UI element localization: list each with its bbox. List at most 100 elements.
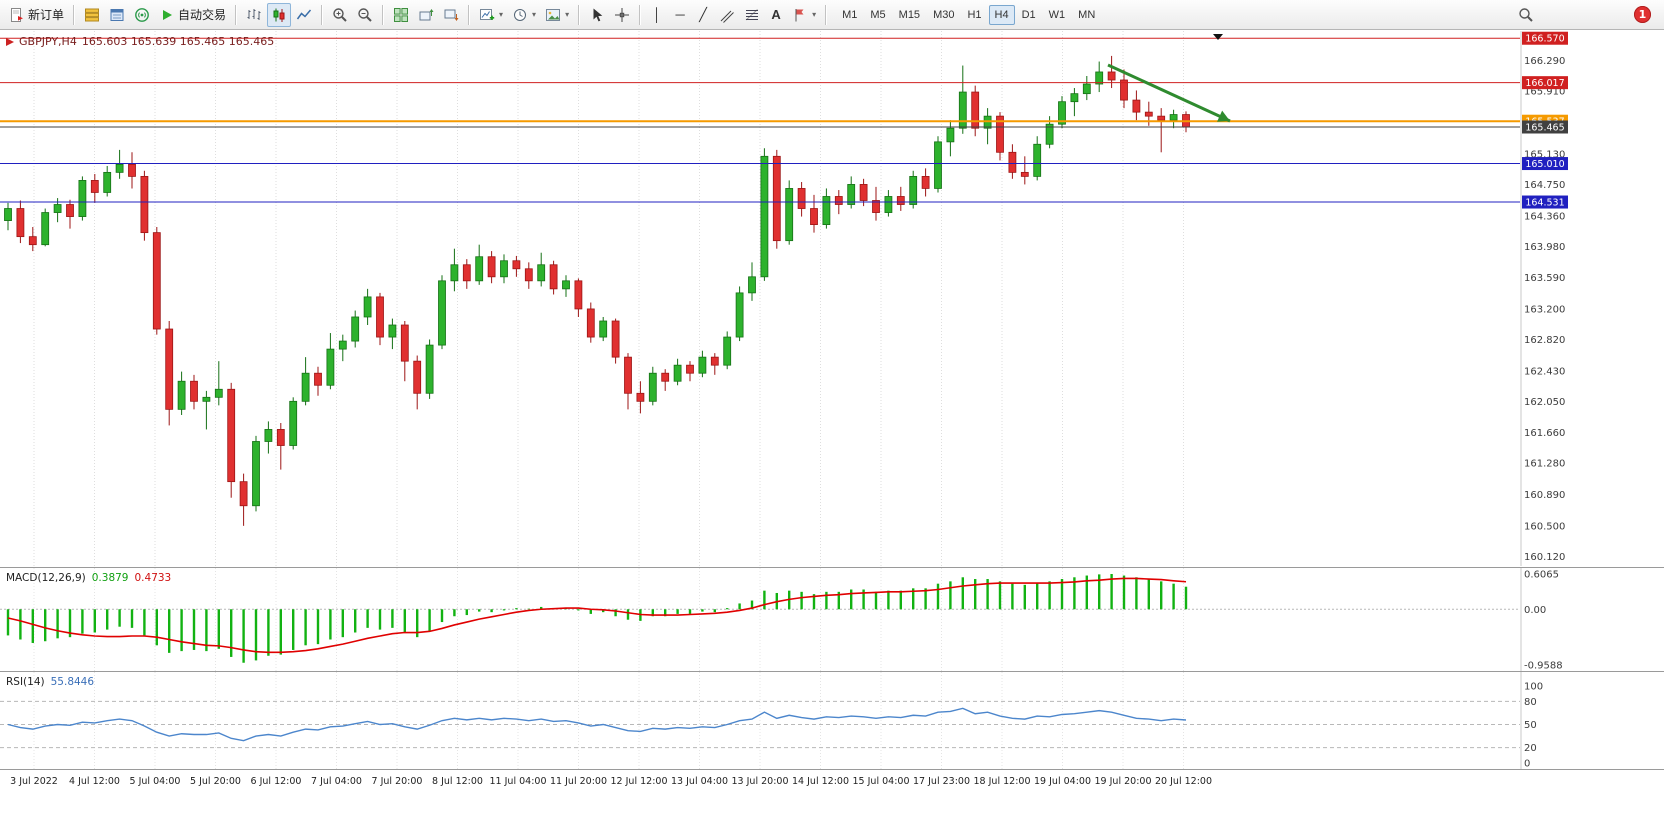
chart-symbol-period: GBPJPY,H4 — [19, 35, 77, 48]
rsi-panel[interactable]: 100 80 50 20 0 — [0, 671, 1664, 770]
time-axis[interactable]: 3 Jul 2022 4 Jul 12:00 5 Jul 04:00 5 Jul 20… — [0, 769, 1664, 796]
trendline-tool-button[interactable]: ╱ — [692, 3, 714, 27]
svg-text:162.820: 162.820 — [1524, 335, 1565, 346]
data-window-button[interactable] — [105, 3, 129, 27]
timeframe-button-w1[interactable]: W1 — [1043, 5, 1072, 25]
dropdown-arrow-icon: ▾ — [532, 10, 537, 19]
svg-text:166.290: 166.290 — [1524, 56, 1565, 67]
periods-button[interactable]: ▾ — [508, 3, 540, 27]
dropdown-arrow-icon: ▾ — [565, 10, 570, 19]
notification-badge[interactable]: 1 — [1634, 6, 1651, 23]
price-level-label — [1522, 195, 1568, 209]
auto-arrange-button[interactable] — [414, 3, 438, 27]
market-watch-icon — [85, 8, 100, 22]
search-button[interactable] — [1514, 3, 1538, 27]
new-chart-icon — [480, 8, 495, 20]
new-order-button[interactable]: 新订单 — [5, 3, 68, 27]
rsi-plot[interactable]: 100 80 50 20 0 — [0, 672, 1664, 770]
templates-button[interactable]: ▾ — [541, 3, 573, 27]
trend-arrow-annotation — [1107, 63, 1231, 123]
symbol-marker-icon — [6, 37, 14, 46]
bar-chart-icon — [247, 8, 261, 20]
time-axis-label: 15 Jul 04:00 — [852, 776, 910, 787]
svg-text:0: 0 — [1524, 759, 1530, 770]
dropdown-arrow-icon: ▾ — [499, 10, 504, 19]
vertical-line-tool-button[interactable]: │ — [646, 3, 668, 27]
clock-icon — [514, 8, 527, 21]
time-axis-label: 14 Jul 12:00 — [792, 776, 849, 787]
svg-text:0.00: 0.00 — [1524, 605, 1546, 616]
price-level-label — [1522, 157, 1568, 171]
macd-plot[interactable]: 0.6065 0.00 -0.9588 — [0, 568, 1664, 672]
price-level-label — [1522, 76, 1568, 90]
chart-area: 166.290 165.910 165.130 164.750 164.360 163.9… — [0, 31, 1664, 839]
chart-line-button[interactable] — [292, 3, 316, 27]
toolbar-separator — [825, 4, 828, 25]
toolbar-separator — [639, 4, 642, 25]
vertical-line-icon: │ — [653, 6, 662, 22]
trendline-icon: ╱ — [699, 6, 707, 22]
timeframe-button-m5[interactable]: M5 — [864, 5, 891, 25]
candlestick-plot[interactable]: 166.290 165.910 165.130 164.750 164.360 163.9… — [0, 31, 1664, 566]
toolbar-separator — [73, 4, 76, 25]
toolbar-separator — [468, 4, 471, 25]
candlestick-chart-icon — [273, 8, 285, 22]
signals-button[interactable] — [130, 3, 154, 27]
new-chart-button[interactable]: ▾ — [475, 3, 507, 27]
time-axis-label: 11 Jul 04:00 — [489, 776, 547, 787]
zoom-in-button[interactable] — [328, 3, 352, 27]
toolbar-separator — [578, 4, 581, 25]
timeframe-button-d1[interactable]: D1 — [1016, 5, 1042, 25]
svg-text:50: 50 — [1524, 720, 1537, 731]
svg-text:160.500: 160.500 — [1524, 521, 1565, 532]
signals-icon — [135, 7, 149, 22]
time-axis-label: 13 Jul 20:00 — [731, 776, 789, 787]
tile-windows-button[interactable] — [389, 3, 413, 27]
window-arrange-icon — [419, 8, 434, 20]
text-tool-icon: A — [771, 6, 781, 22]
dropdown-arrow-icon: ▾ — [812, 10, 817, 19]
macd-panel[interactable]: 0.6065 0.00 -0.9588 — [0, 567, 1664, 672]
autotrade-label: 自动交易 — [178, 8, 227, 22]
main-toolbar: 新订单 — [0, 0, 1664, 30]
chart-shift-marker — [1213, 34, 1223, 40]
svg-text:161.660: 161.660 — [1524, 428, 1565, 439]
zoom-in-icon — [333, 7, 347, 22]
window-track-icon — [444, 9, 459, 21]
cursor-tool-button[interactable] — [585, 3, 609, 27]
svg-text:165.010: 165.010 — [1525, 159, 1564, 170]
horizontal-line-tool-button[interactable]: ─ — [669, 3, 691, 27]
search-icon — [1519, 7, 1533, 22]
timeframe-button-h4[interactable]: H4 — [988, 4, 1015, 25]
cursor-icon — [593, 8, 603, 21]
time-axis-label: 3 Jul 2022 — [10, 776, 58, 787]
svg-text:162.430: 162.430 — [1524, 366, 1565, 377]
track-chart-button[interactable] — [439, 3, 463, 27]
zoom-out-icon — [358, 7, 372, 22]
arrows-tool-button[interactable]: ▾ — [788, 3, 820, 27]
timeframe-button-mn[interactable]: MN — [1072, 5, 1101, 25]
chart-candles-button[interactable] — [267, 2, 292, 27]
chart-bars-button[interactable] — [242, 3, 266, 27]
crosshair-tool-button[interactable] — [610, 3, 634, 27]
fibonacci-icon — [745, 8, 759, 20]
timeframe-button-m15[interactable]: M15 — [893, 5, 926, 25]
market-watch-button[interactable] — [80, 3, 104, 27]
time-axis-label: 19 Jul 20:00 — [1094, 776, 1152, 787]
timeframe-button-m30[interactable]: M30 — [927, 5, 960, 25]
timeframe-button-m1[interactable]: M1 — [836, 5, 863, 25]
timeframe-button-h1[interactable]: H1 — [961, 5, 987, 25]
autotrade-button[interactable]: 自动交易 — [155, 3, 230, 27]
macd-main-value: 0.3879 — [91, 572, 129, 584]
macd-label: MACD(12,26,9) — [6, 572, 86, 584]
svg-text:163.980: 163.980 — [1524, 242, 1565, 253]
time-axis-label: 6 Jul 12:00 — [250, 776, 302, 787]
rsi-header: RSI(14) 55.8446 — [6, 676, 94, 688]
zoom-out-button[interactable] — [353, 3, 377, 27]
fibonacci-tool-button[interactable] — [740, 3, 764, 27]
time-axis-label: 5 Jul 04:00 — [129, 776, 181, 787]
text-tool-button[interactable]: A — [765, 3, 787, 27]
main-chart-panel[interactable]: 166.290 165.910 165.130 164.750 164.360 163.9… — [0, 31, 1664, 566]
channel-tool-button[interactable] — [715, 3, 739, 27]
new-order-icon — [11, 7, 23, 22]
